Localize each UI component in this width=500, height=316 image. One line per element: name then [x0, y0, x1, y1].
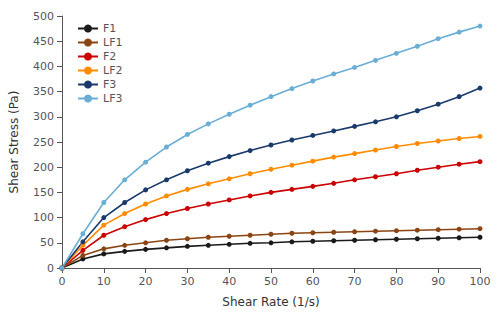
svg-text:400: 400 — [33, 60, 54, 73]
svg-text:100: 100 — [33, 211, 54, 224]
svg-text:60: 60 — [306, 275, 320, 288]
svg-text:F2: F2 — [103, 50, 116, 63]
svg-text:LF3: LF3 — [103, 92, 122, 105]
svg-text:Shear Stress (Pa): Shear Stress (Pa) — [7, 91, 21, 194]
svg-text:350: 350 — [33, 85, 54, 98]
svg-text:80: 80 — [389, 275, 403, 288]
svg-text:150: 150 — [33, 186, 54, 199]
svg-text:100: 100 — [470, 275, 491, 288]
svg-text:300: 300 — [33, 110, 54, 123]
svg-text:500: 500 — [33, 10, 54, 23]
svg-text:0: 0 — [47, 262, 54, 275]
svg-text:30: 30 — [180, 275, 194, 288]
svg-text:10: 10 — [97, 275, 111, 288]
svg-text:F3: F3 — [103, 78, 116, 91]
svg-text:50: 50 — [40, 236, 54, 249]
svg-text:50: 50 — [264, 275, 278, 288]
svg-text:Shear Rate (1/s): Shear Rate (1/s) — [222, 295, 319, 309]
svg-text:450: 450 — [33, 35, 54, 48]
svg-text:70: 70 — [348, 275, 362, 288]
svg-text:0: 0 — [59, 275, 66, 288]
svg-text:LF1: LF1 — [103, 36, 122, 49]
svg-text:200: 200 — [33, 161, 54, 174]
svg-text:90: 90 — [431, 275, 445, 288]
svg-text:40: 40 — [222, 275, 236, 288]
svg-text:LF2: LF2 — [103, 64, 122, 77]
svg-text:20: 20 — [139, 275, 153, 288]
svg-text:250: 250 — [33, 136, 54, 149]
svg-text:F1: F1 — [103, 22, 116, 35]
